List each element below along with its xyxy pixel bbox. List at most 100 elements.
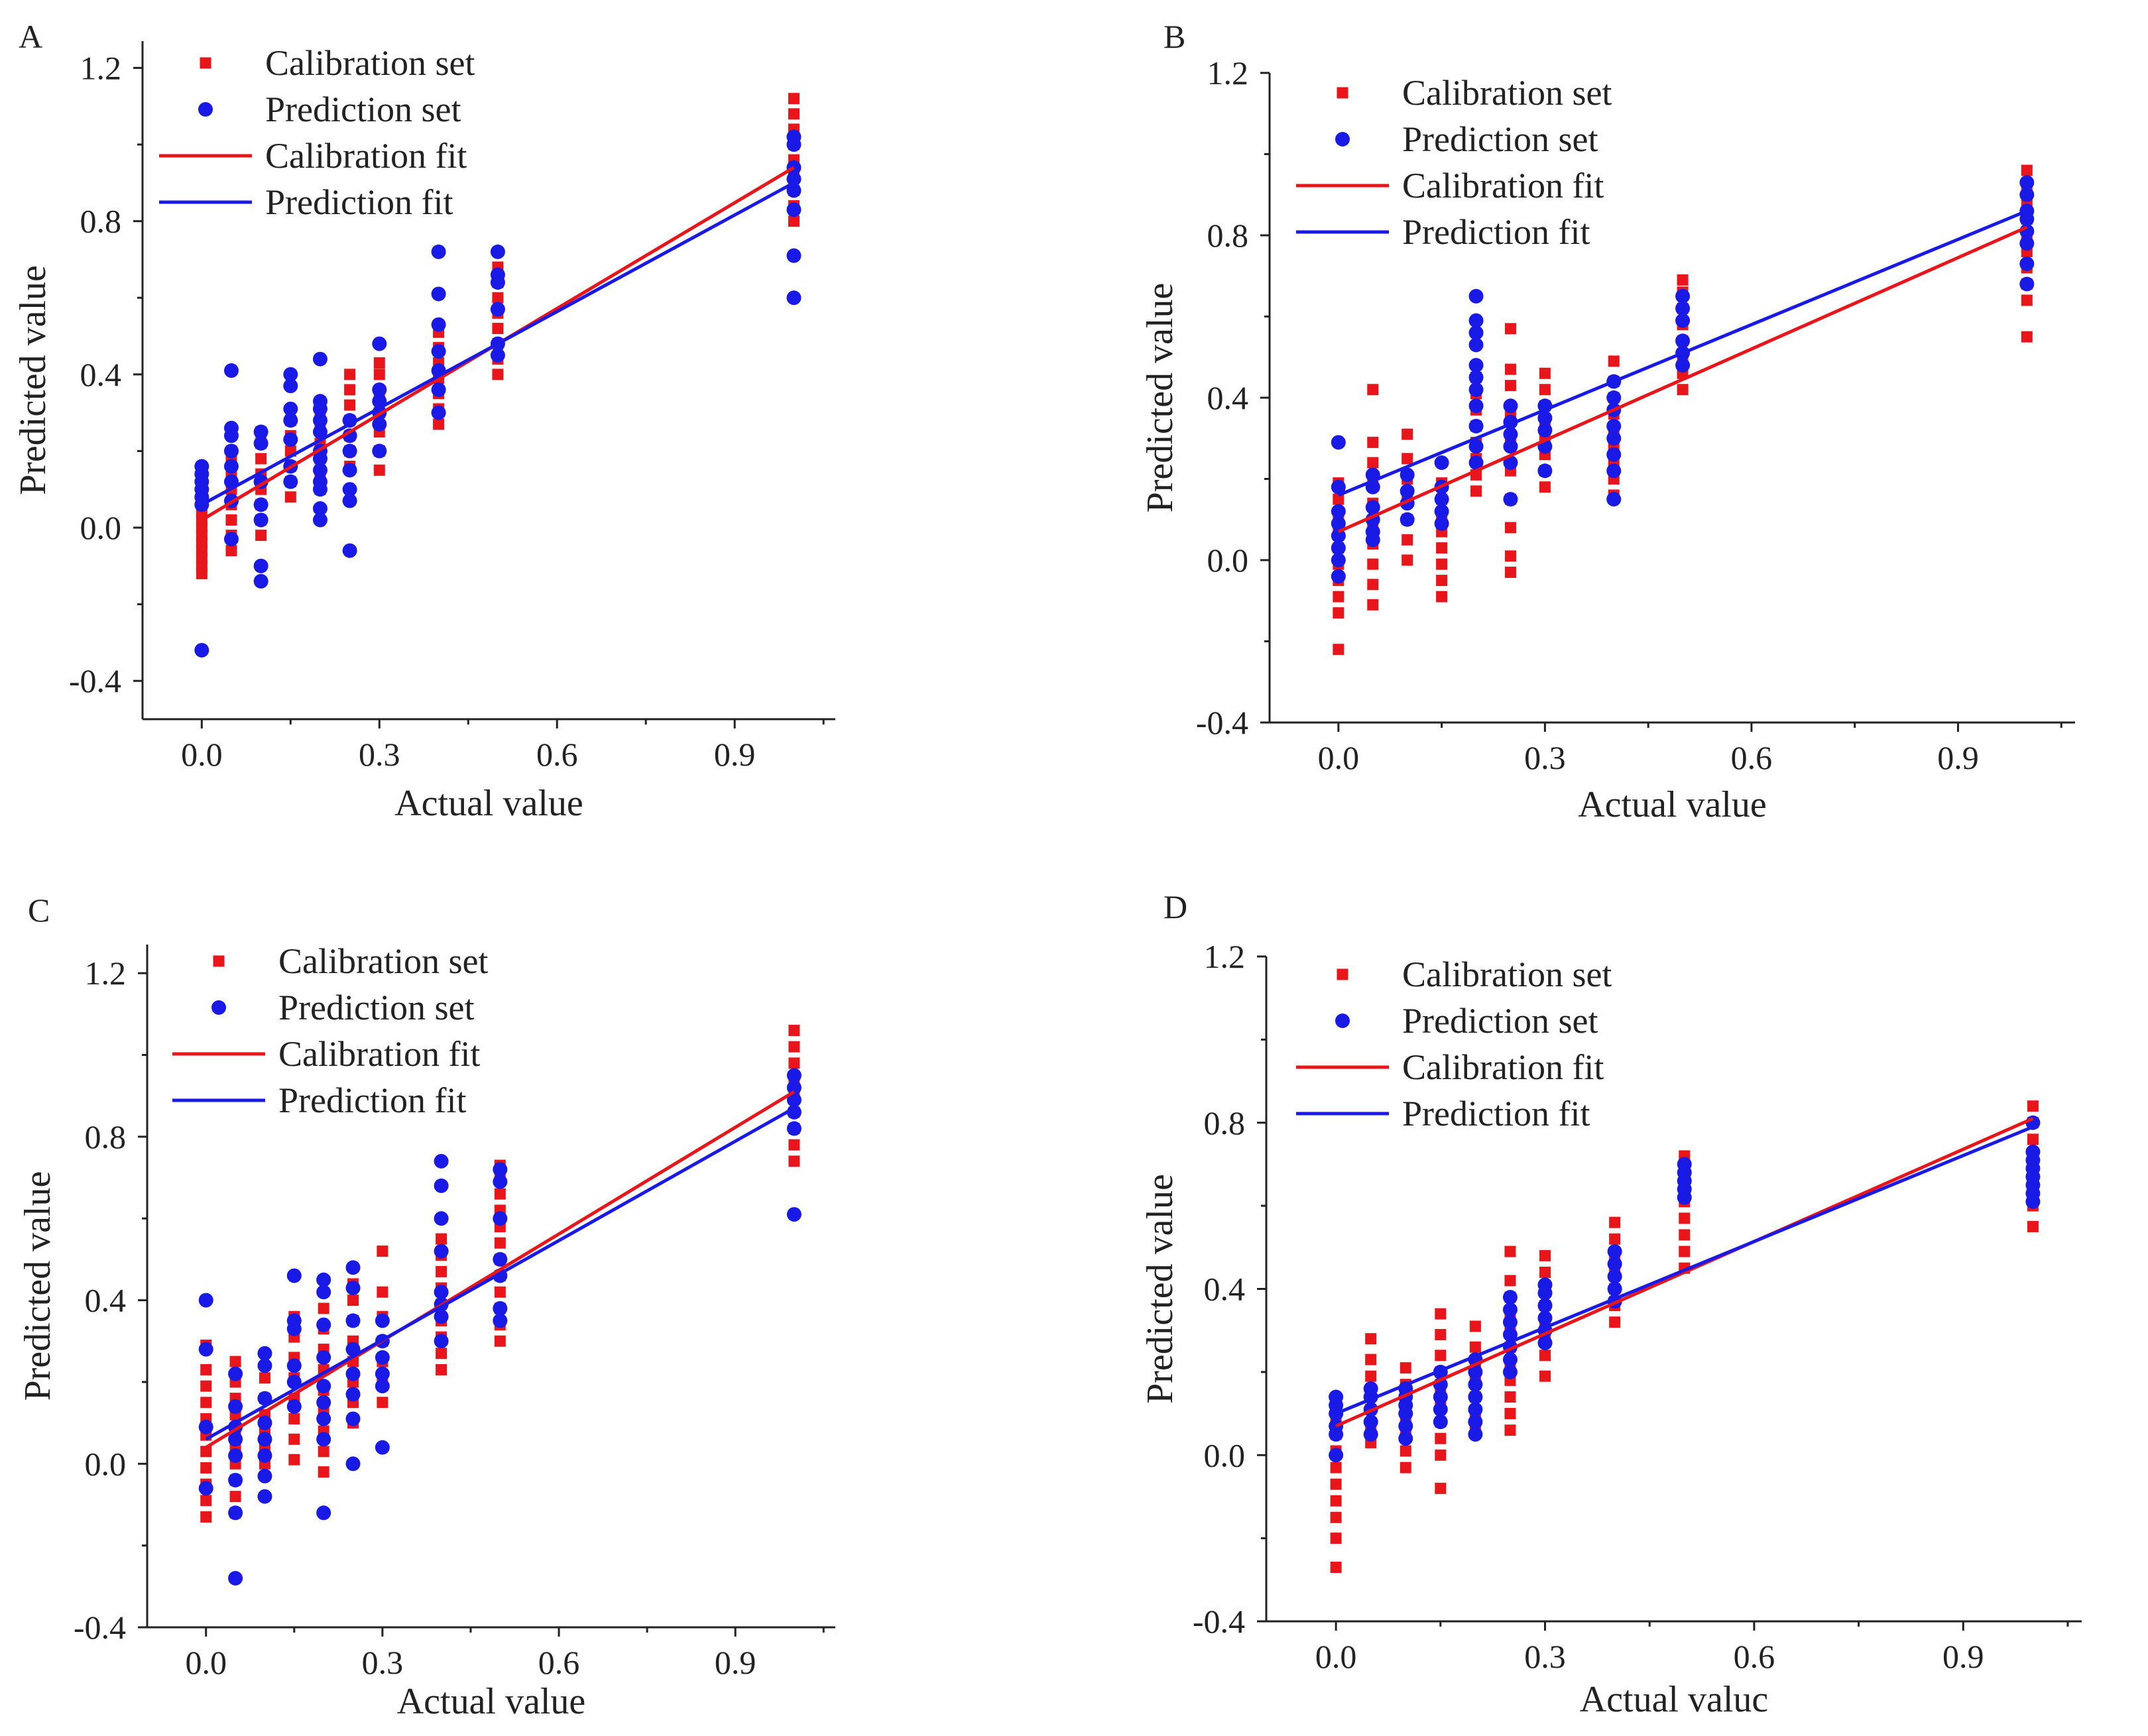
calibration-point <box>1504 323 1516 335</box>
prediction-point <box>312 512 328 528</box>
calibration-point <box>288 1454 300 1466</box>
prediction-point <box>1331 553 1346 567</box>
x-tick-label: 0.9 <box>1937 739 1979 776</box>
prediction-point <box>1502 1364 1518 1379</box>
legend-calibration-marker <box>1337 968 1348 980</box>
calibration-point <box>1539 367 1551 379</box>
prediction-point <box>1502 1290 1518 1305</box>
legend-prediction-marker <box>198 102 213 117</box>
calibration-point <box>1330 1478 1342 1490</box>
prediction-point <box>257 1468 272 1483</box>
chart-panel-a: A -0.4 0.0 0.4 0.8 1.2 0.0 0.3 0.6 0.9 Actual valu… <box>13 18 835 824</box>
calibration-point <box>259 1372 270 1384</box>
x-axis-title: Actual value <box>397 1681 586 1722</box>
prediction-point <box>342 543 357 558</box>
legend-label: Prediction set <box>265 89 461 129</box>
prediction-point <box>345 1387 361 1402</box>
x-tick-label: 0.0 <box>1318 739 1360 776</box>
calibration-point <box>1435 1449 1447 1461</box>
prediction-point <box>228 1399 243 1414</box>
prediction-point <box>223 459 239 474</box>
prediction-point <box>1434 455 1449 470</box>
prediction-point <box>283 378 298 394</box>
prediction-point <box>1468 382 1484 397</box>
calibration-point <box>1435 1328 1447 1340</box>
calibration-point <box>255 453 267 465</box>
prediction-point <box>283 401 298 416</box>
prediction-point <box>372 443 387 459</box>
calibration-point <box>494 1188 506 1200</box>
prediction-point <box>283 413 298 428</box>
series-prediction-set <box>194 129 802 658</box>
prediction-fit-line <box>201 181 795 506</box>
prediction-point <box>2025 1144 2041 1159</box>
calibration-point <box>200 1380 212 1392</box>
prediction-point <box>312 413 328 428</box>
prediction-point <box>257 1448 272 1463</box>
prediction-point <box>253 424 268 439</box>
calibration-point <box>1679 1229 1691 1241</box>
prediction-point <box>316 1285 331 1300</box>
prediction-point <box>786 1080 802 1095</box>
calibration-point <box>2021 331 2033 343</box>
prediction-point <box>1606 463 1622 479</box>
prediction-point <box>223 420 239 435</box>
prediction-point <box>786 248 802 263</box>
prediction-point <box>786 290 802 306</box>
calibration-point <box>1608 355 1620 367</box>
prediction-point <box>1331 504 1346 519</box>
calibration-point <box>1504 550 1516 562</box>
panel-letter: C <box>28 892 50 929</box>
prediction-point <box>228 1432 243 1447</box>
calibration-point <box>1435 1308 1447 1320</box>
prediction-point <box>1537 1298 1553 1313</box>
prediction-point <box>1607 1269 1622 1284</box>
legend-label: Prediction fit <box>278 1080 466 1120</box>
prediction-point <box>493 1313 508 1328</box>
legend-label: Calibration set <box>1402 73 1612 113</box>
x-axis-title: Actual valuc <box>1580 1679 1769 1720</box>
prediction-point <box>223 363 239 378</box>
x-tick-label: 0.3 <box>1524 739 1566 776</box>
x-tick-label: 0.0 <box>1315 1638 1357 1675</box>
x-tick-label: 0.9 <box>1942 1638 1984 1675</box>
prediction-point <box>253 573 268 589</box>
prediction-point <box>228 1366 243 1381</box>
calibration-point <box>318 1466 329 1478</box>
prediction-point <box>223 532 239 547</box>
y-tick-label: 0.4 <box>85 1282 127 1319</box>
prediction-point <box>1365 500 1380 515</box>
calibration-point <box>2027 1133 2039 1145</box>
x-tick-label: 0.0 <box>185 1644 227 1681</box>
calibration-point <box>1330 1533 1342 1544</box>
prediction-point <box>434 1244 449 1259</box>
prediction-point <box>786 1121 802 1136</box>
prediction-point <box>431 344 446 359</box>
prediction-point <box>286 1268 302 1283</box>
calibration-point <box>344 384 356 396</box>
prediction-point <box>228 1448 243 1463</box>
series-prediction-set <box>198 1068 802 1586</box>
panel-letter: A <box>19 18 42 55</box>
prediction-point <box>257 1415 272 1430</box>
prediction-point <box>1537 423 1553 437</box>
prediction-point <box>372 382 387 397</box>
legend-label: Prediction set <box>278 988 474 1027</box>
y-axis-title: Predicted value <box>1140 1174 1181 1404</box>
legend-label: Calibration fit <box>1402 166 1604 205</box>
prediction-point <box>198 1419 213 1434</box>
prediction-point <box>493 1301 508 1316</box>
calibration-point <box>377 1286 388 1298</box>
prediction-point <box>286 1358 302 1373</box>
prediction-point <box>253 512 268 528</box>
calibration-point <box>788 1057 800 1069</box>
x-tick-label: 0.6 <box>538 1644 580 1681</box>
calibration-point <box>1402 534 1413 546</box>
legend-label: Prediction set <box>1402 119 1598 159</box>
prediction-point <box>1607 1244 1622 1259</box>
prediction-point <box>1503 455 1518 470</box>
prediction-point <box>1433 1389 1448 1405</box>
prediction-point <box>228 1472 243 1487</box>
calibration-point <box>1402 428 1413 440</box>
calibration-point <box>200 1462 212 1474</box>
